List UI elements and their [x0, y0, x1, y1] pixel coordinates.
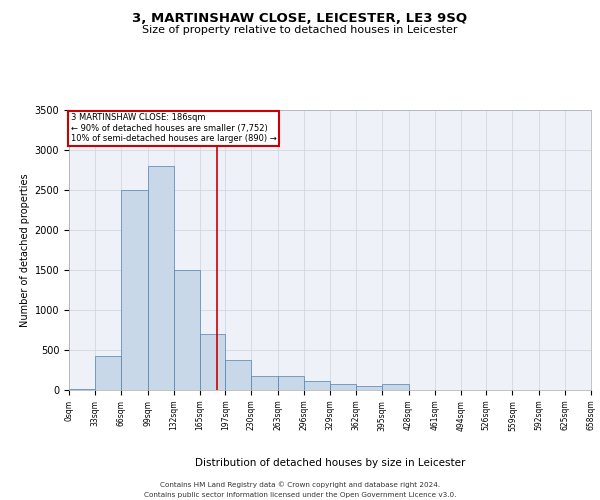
Bar: [225, 360, 251, 390]
Text: 3, MARTINSHAW CLOSE, LEICESTER, LE3 9SQ: 3, MARTINSHAW CLOSE, LEICESTER, LE3 9SQ: [133, 12, 467, 26]
Text: Contains public sector information licensed under the Open Government Licence v3: Contains public sector information licen…: [144, 492, 456, 498]
Bar: [330, 384, 356, 390]
Bar: [304, 381, 330, 390]
Bar: [148, 166, 174, 390]
Text: Size of property relative to detached houses in Leicester: Size of property relative to detached ho…: [142, 25, 458, 35]
Y-axis label: Number of detached properties: Number of detached properties: [20, 173, 31, 327]
Bar: [95, 356, 121, 390]
Bar: [174, 270, 200, 390]
Text: Distribution of detached houses by size in Leicester: Distribution of detached houses by size …: [195, 458, 465, 468]
Bar: [69, 389, 95, 390]
Bar: [251, 376, 278, 390]
Bar: [121, 190, 148, 390]
Bar: [278, 376, 304, 390]
Text: Contains HM Land Registry data © Crown copyright and database right 2024.: Contains HM Land Registry data © Crown c…: [160, 482, 440, 488]
Bar: [200, 334, 225, 390]
Bar: [356, 386, 382, 390]
Text: 3 MARTINSHAW CLOSE: 186sqm
← 90% of detached houses are smaller (7,752)
10% of s: 3 MARTINSHAW CLOSE: 186sqm ← 90% of deta…: [71, 113, 277, 143]
Bar: [382, 384, 409, 390]
